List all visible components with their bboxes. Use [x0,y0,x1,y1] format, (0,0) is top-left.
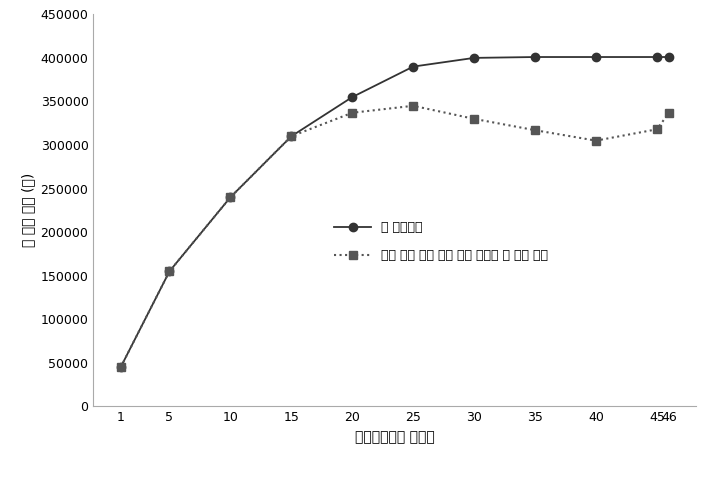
최소 필요 인구 이상 담당 기관의 싙 해소 인구 [531,127,539,133]
싙 해소인구 [653,54,661,60]
최소 필요 인구 이상 담당 기관의 싙 해소 인구 [653,127,661,132]
싙 해소인구 [287,133,296,139]
최소 필요 인구 이상 담당 기관의 싙 해소 인구 [470,116,478,122]
싙 해소인구 [470,55,478,61]
Line: 싙 해소인구: 싙 해소인구 [116,53,673,371]
최소 필요 인구 이상 담당 기관의 싙 해소 인구 [409,103,417,109]
싙 해소인구 [348,94,357,100]
싙 해소인구 [226,195,235,200]
최소 필요 인구 이상 담당 기관의 싙 해소 인구 [592,138,600,143]
싙 해소인구 [592,54,600,60]
싙 해소인구 [531,54,539,60]
최소 필요 인구 이상 담당 기관의 싙 해소 인구 [165,269,174,274]
싙 해소인구 [665,54,673,60]
최소 필요 인구 이상 담당 기관의 싙 해소 인구 [348,110,357,116]
싙 해소인구 [116,364,125,370]
최소 필요 인구 이상 담당 기관의 싙 해소 인구 [116,364,125,370]
최소 필요 인구 이상 담당 기관의 싙 해소 인구 [665,110,673,116]
Y-axis label: 싙 해소 인구 (명): 싙 해소 인구 (명) [21,173,35,248]
싙 해소인구 [409,64,417,69]
싙 해소인구 [165,269,174,274]
Legend: 싙 해소인구, 최소 필요 인구 이상 담당 기관의 싙 해소 인구: 싙 해소인구, 최소 필요 인구 이상 담당 기관의 싙 해소 인구 [329,216,554,267]
최소 필요 인구 이상 담당 기관의 싙 해소 인구 [287,133,296,139]
X-axis label: 거점의료기관 개소수: 거점의료기관 개소수 [355,430,435,444]
최소 필요 인구 이상 담당 기관의 싙 해소 인구 [226,195,235,200]
Line: 최소 필요 인구 이상 담당 기관의 싙 해소 인구: 최소 필요 인구 이상 담당 기관의 싙 해소 인구 [116,102,673,371]
